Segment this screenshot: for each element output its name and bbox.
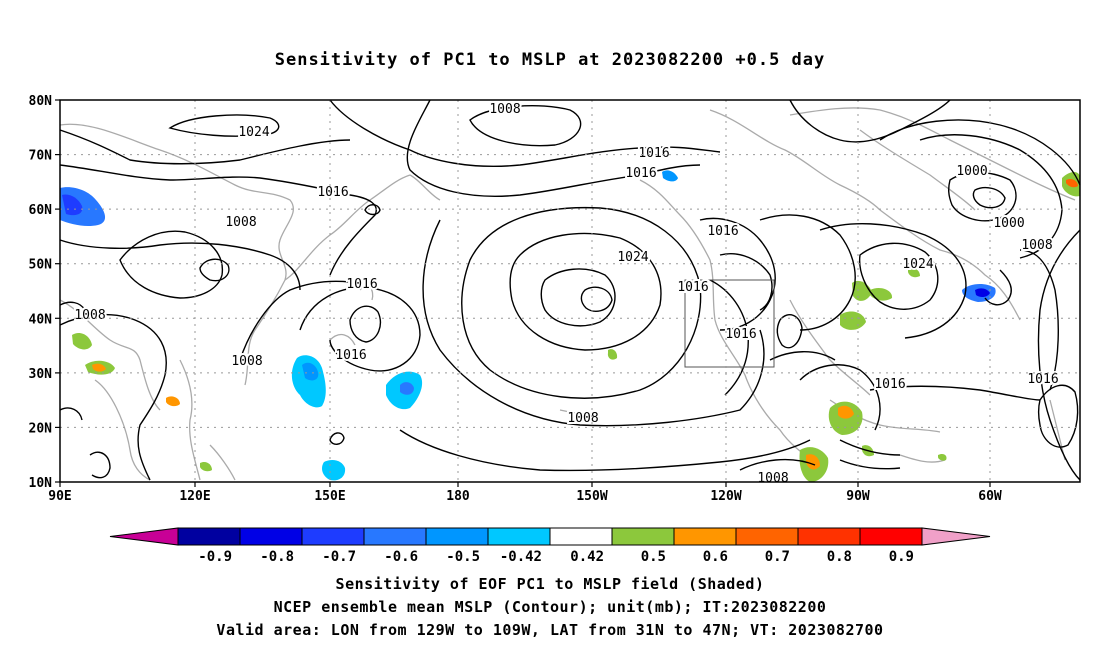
lat-label: 10N — [29, 476, 53, 491]
lat-lon-grid — [60, 100, 1080, 482]
colorbar-tick-label: -0.7 — [322, 549, 356, 565]
contour-label: 1024 — [617, 250, 648, 265]
colorbar-bin — [611, 527, 675, 546]
longitude-labels: 90E 120E 150E 180 150W 120W 90W 60W — [48, 482, 1002, 504]
colorbar-tick-label: 0.42 — [570, 549, 604, 565]
contour-label: 1016 — [625, 166, 656, 181]
contour-label: 1016 — [317, 185, 348, 200]
colorbar-bin — [797, 527, 861, 546]
colorbar-tick-label: -0.6 — [384, 549, 418, 565]
contour-label: 1008 — [567, 411, 598, 426]
colorbar-tick-label: -0.8 — [260, 549, 294, 565]
contour-label: 1008 — [225, 215, 256, 230]
colorbar-bin — [239, 527, 303, 546]
contour-label: 1008 — [74, 308, 105, 323]
contour-label: 1016 — [1027, 372, 1058, 387]
colorbar-tick-label: -0.9 — [198, 549, 232, 565]
sensitivity-shading — [60, 170, 1080, 482]
contour-label: 1016 — [346, 277, 377, 292]
colorbar-tick-label: 0.8 — [827, 549, 852, 565]
colorbar-bin — [363, 527, 427, 546]
contour-label: 1008 — [1021, 238, 1052, 253]
lon-label: 120W — [710, 489, 741, 504]
lon-label: 90W — [846, 489, 870, 504]
lon-label: 90E — [48, 489, 71, 504]
colorbar — [109, 527, 991, 546]
contour-label: 1016 — [638, 146, 669, 161]
colorbar-bin — [549, 527, 613, 546]
contour-label: 1000 — [993, 216, 1024, 231]
colorbar-bin — [177, 527, 241, 546]
contour-label: 1008 — [757, 471, 788, 486]
colorbar-tick-label: 0.6 — [703, 549, 728, 565]
contour-label: 1000 — [956, 164, 987, 179]
lon-label: 150W — [576, 489, 607, 504]
contour-label: 1016 — [725, 327, 756, 342]
lon-label: 120E — [179, 489, 210, 504]
colorbar-tick-label: 0.7 — [765, 549, 790, 565]
lat-label: 60N — [29, 203, 53, 218]
page-title: Sensitivity of PC1 to MSLP at 2023082200… — [274, 50, 826, 70]
coastlines — [59, 107, 1076, 481]
lat-label: 40N — [29, 312, 53, 327]
latitude-labels: 80N 70N 60N 50N 40N 30N 20N 10N — [29, 94, 60, 491]
colorbar-tick-label: 0.9 — [889, 549, 914, 565]
contour-label: 1016 — [677, 280, 708, 295]
contour-label: 1008 — [231, 354, 262, 369]
colorbar-bin — [673, 527, 737, 546]
colorbar-min-arrow — [109, 527, 179, 546]
lon-label: 60W — [978, 489, 1002, 504]
contour-label: 1016 — [335, 348, 366, 363]
colorbar-max-arrow — [921, 527, 991, 546]
colorbar-labels: -0.9 -0.8 -0.7 -0.6 -0.5 -0.42 0.42 0.5 0.6 0.7 0.… — [198, 549, 914, 565]
footer-line-2: NCEP ensemble mean MSLP (Contour); unit(… — [273, 598, 827, 616]
contour-label: 1016 — [707, 224, 738, 239]
contour-label: 1024 — [238, 125, 269, 140]
colorbar-tick-label: -0.42 — [500, 549, 542, 565]
colorbar-bin — [301, 527, 365, 546]
valid-area-box — [684, 279, 775, 368]
colorbar-bin — [735, 527, 799, 546]
lat-label: 30N — [29, 367, 53, 382]
footer-line-1: Sensitivity of EOF PC1 to MSLP field (Sh… — [335, 575, 765, 593]
mslp-contours — [59, 99, 1081, 481]
colorbar-bin — [487, 527, 551, 546]
lat-label: 70N — [29, 149, 53, 164]
contour-label: 1016 — [874, 377, 905, 392]
colorbar-tick-label: -0.5 — [446, 549, 480, 565]
lat-label: 50N — [29, 258, 53, 273]
map-frame — [59, 99, 1081, 483]
footer-line-3: Valid area: LON from 129W to 109W, LAT f… — [216, 621, 884, 639]
colorbar-bin — [859, 527, 923, 546]
lat-label: 80N — [29, 94, 53, 109]
contour-label: 1024 — [902, 257, 933, 272]
colorbar-bin — [425, 527, 489, 546]
contour-label: 1008 — [489, 102, 520, 117]
colorbar-tick-label: 0.5 — [641, 549, 666, 565]
lon-label: 180 — [446, 489, 470, 504]
lon-label: 150E — [314, 489, 345, 504]
lat-label: 20N — [29, 421, 53, 436]
